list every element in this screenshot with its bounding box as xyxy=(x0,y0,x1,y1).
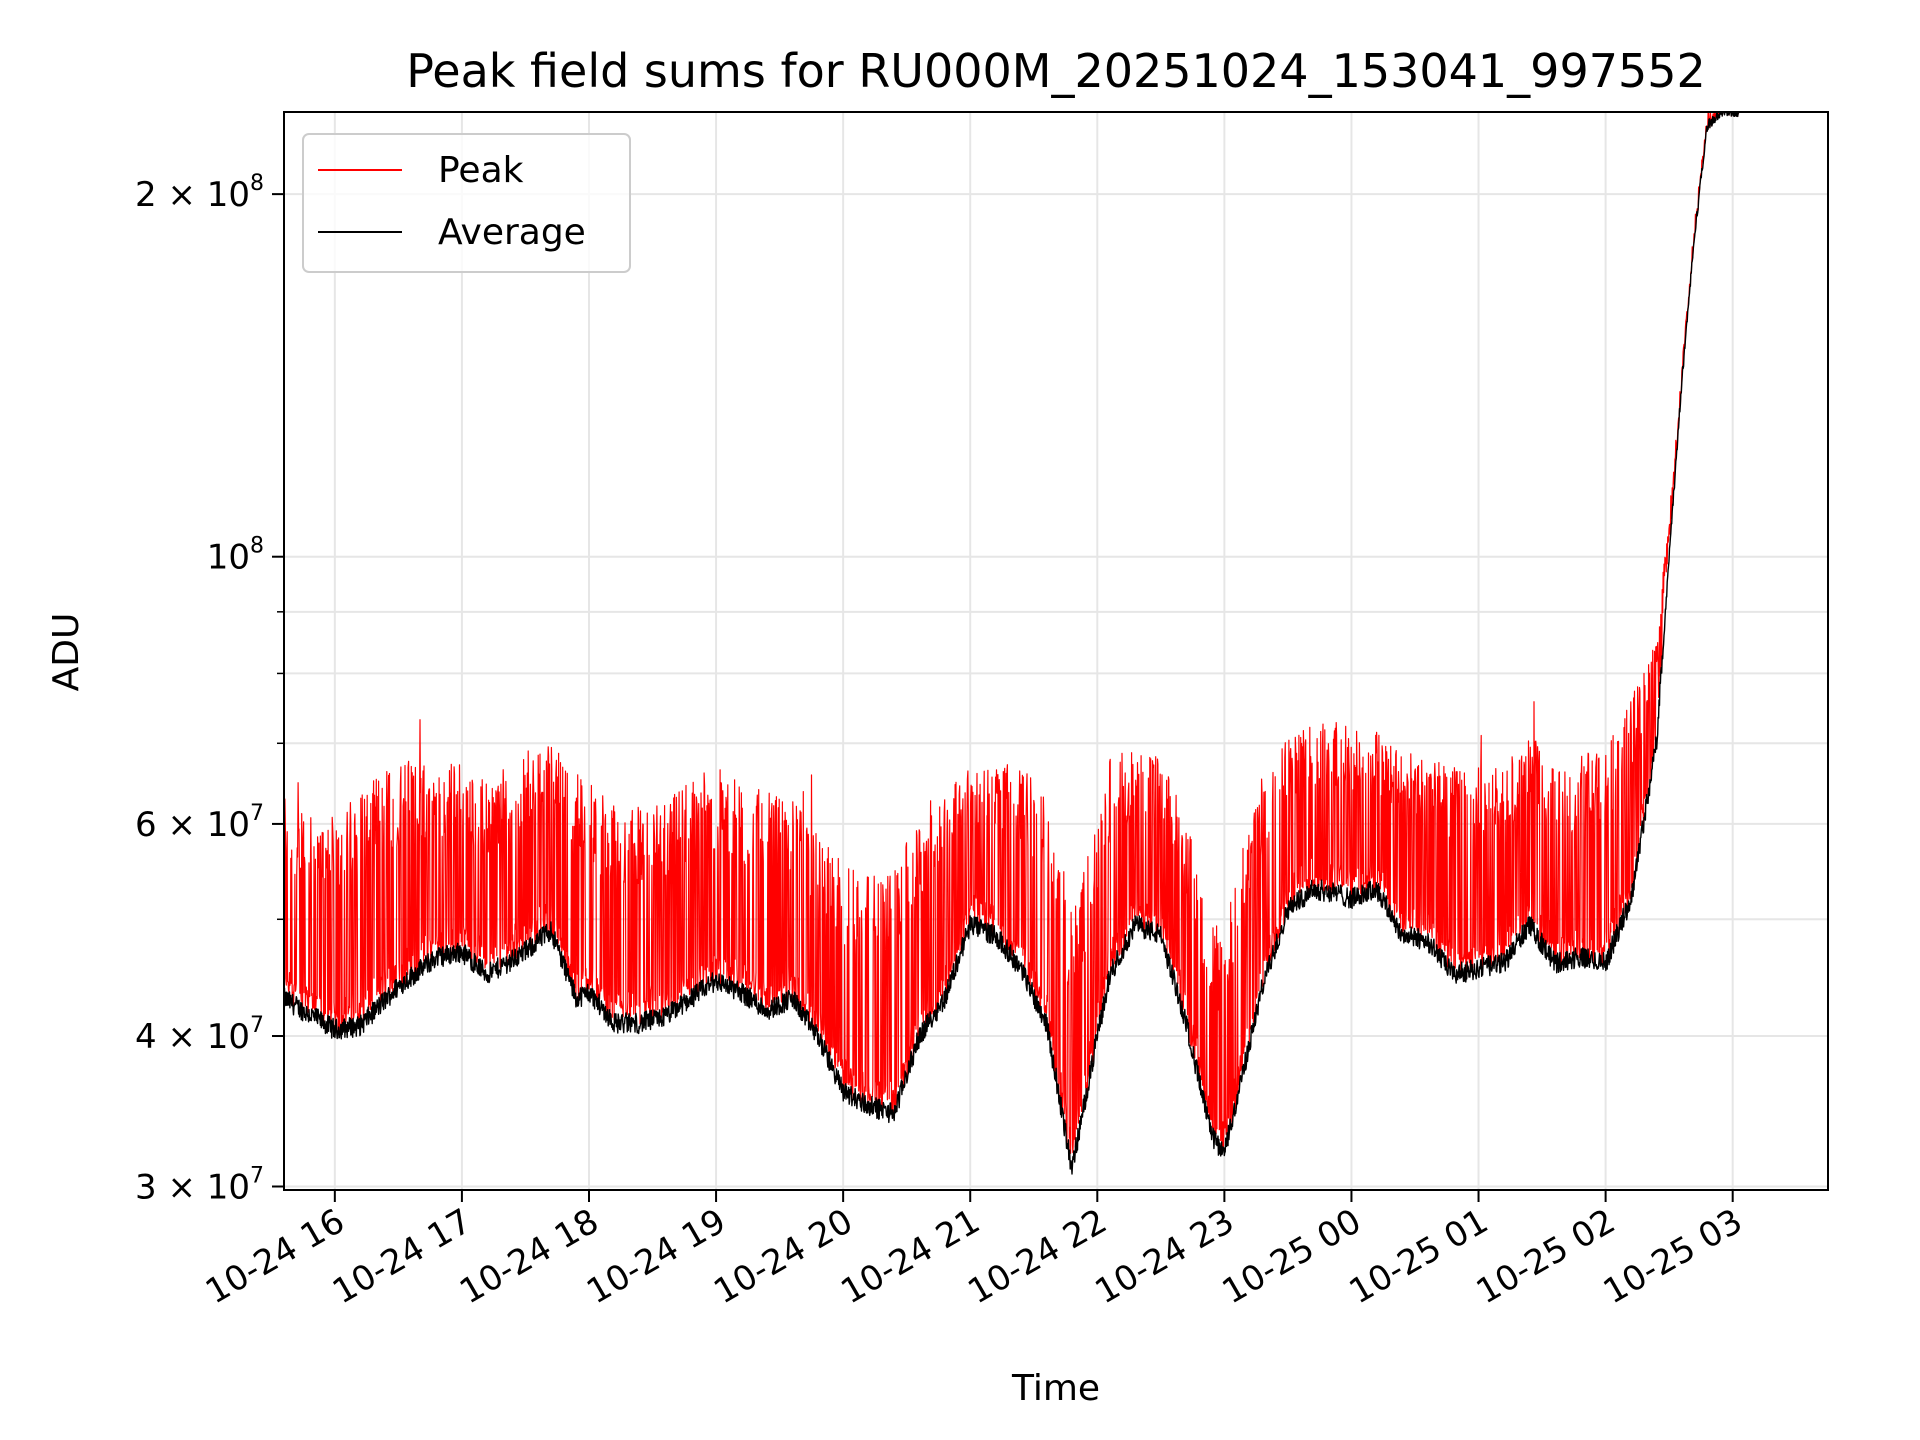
x-axis-label: Time xyxy=(1011,1368,1100,1409)
x-tick-label: 10-25 00 xyxy=(1216,1201,1368,1312)
x-tick-label: 10-24 20 xyxy=(707,1201,859,1312)
y-axis-label: ADU xyxy=(46,613,87,692)
x-tick-label: 10-24 23 xyxy=(1088,1201,1240,1312)
legend-peak-label: Peak xyxy=(438,150,524,191)
y-tick-label: 2 × 108 xyxy=(135,171,264,215)
plot-area xyxy=(284,112,1740,1175)
legend: Peak Average xyxy=(302,133,631,273)
x-tick-label: 10-24 16 xyxy=(199,1201,351,1312)
x-tick-label: 10-24 22 xyxy=(961,1201,1113,1312)
y-tick-label: 3 × 107 xyxy=(135,1164,264,1208)
chart-title: Peak field sums for RU000M_20251024_1530… xyxy=(406,44,1706,98)
y-tick-label: 4 × 107 xyxy=(135,1013,264,1057)
legend-box xyxy=(302,133,631,273)
x-tick-label: 10-25 02 xyxy=(1470,1201,1622,1312)
x-tick-label: 10-25 03 xyxy=(1597,1201,1749,1312)
y-axis: 3 × 107 4 × 107 6 × 107 108 2 × 108 xyxy=(135,171,284,1208)
plot-frame xyxy=(283,111,1829,1191)
peak-series-line xyxy=(284,112,1740,1154)
average-series-line xyxy=(284,112,1740,1175)
x-tick-label: 10-25 01 xyxy=(1343,1201,1495,1312)
x-tick-label: 10-24 19 xyxy=(580,1201,732,1312)
x-tick-label: 10-24 17 xyxy=(326,1201,478,1312)
legend-average-label: Average xyxy=(438,212,586,253)
x-tick-label: 10-24 21 xyxy=(834,1201,986,1312)
y-tick-label: 6 × 107 xyxy=(135,801,264,845)
x-tick-label: 10-24 18 xyxy=(453,1201,605,1312)
y-tick-label: 108 xyxy=(207,534,264,578)
